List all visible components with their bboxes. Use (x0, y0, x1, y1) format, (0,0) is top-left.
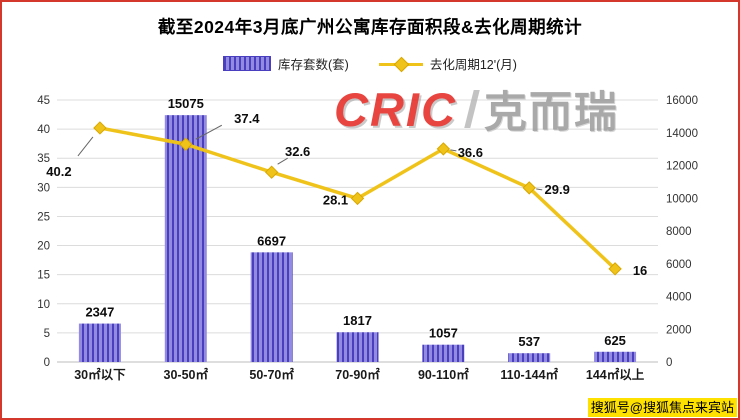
category-label: 90-110㎡ (418, 367, 469, 382)
line-marker (436, 142, 451, 156)
bar-value-label: 537 (518, 334, 540, 349)
right-axis-tick-label: 8000 (666, 226, 692, 238)
right-axis-tick-label: 10000 (666, 193, 698, 205)
category-label: 110-144㎡ (500, 367, 558, 382)
bar-swatch-icon (223, 56, 272, 71)
line-value-label: 37.4 (234, 111, 260, 126)
line-marker (264, 165, 279, 179)
line-value-label: 29.9 (545, 182, 570, 197)
label-leader-line (195, 124, 223, 140)
right-axis-tick-label: 2000 (666, 324, 692, 336)
left-axis-tick-label: 30 (37, 182, 50, 194)
line-marker (522, 181, 536, 195)
sohu-watermark: 搜狐号@搜狐焦点来宾站 (587, 398, 737, 417)
right-axis-tick-label: 6000 (666, 259, 692, 271)
bar (508, 353, 551, 362)
line-marker (179, 137, 193, 151)
right-axis-tick-label: 0 (666, 357, 672, 369)
label-leader-line (536, 188, 543, 191)
bar-value-label: 15075 (168, 96, 204, 111)
bar (422, 344, 465, 362)
line-value-label: 28.1 (323, 192, 348, 207)
bar (164, 115, 207, 362)
bar-value-label: 625 (604, 333, 626, 348)
bar (594, 351, 637, 362)
right-axis-tick-label: 16000 (666, 95, 698, 107)
label-leader-line (450, 149, 457, 152)
bar (250, 252, 293, 362)
bar-value-label: 6697 (257, 233, 286, 248)
left-axis-tick-label: 0 (44, 357, 50, 369)
right-axis-tick-label: 4000 (666, 292, 692, 304)
category-label: 70-90㎡ (335, 367, 380, 382)
category-label: 30-50㎡ (164, 367, 209, 382)
chart-title: 截至2024年3月底广州公寓库存面积段&去化周期统计 (157, 17, 583, 37)
line-value-label: 16 (633, 263, 647, 278)
bar (78, 323, 121, 362)
left-axis-tick-label: 5 (44, 328, 50, 340)
left-axis-tick-label: 45 (37, 95, 50, 107)
legend-label-bars: 库存套数(套) (278, 58, 349, 72)
category-label: 30㎡以下 (74, 367, 126, 382)
right-axis-tick-label: 14000 (666, 128, 698, 140)
bar-value-label: 1817 (343, 313, 372, 328)
label-leader-line (77, 136, 94, 157)
right-axis-tick-label: 12000 (666, 161, 698, 173)
bar-value-label: 1057 (429, 326, 458, 341)
bar (336, 332, 379, 362)
left-axis-tick-label: 35 (37, 153, 50, 165)
line-marker (608, 262, 622, 276)
left-axis-tick-label: 40 (37, 124, 50, 136)
category-label: 144㎡以上 (586, 367, 645, 382)
category-label: 50-70㎡ (249, 367, 294, 382)
diamond-marker-icon (393, 56, 410, 72)
chart-legend: 库存套数(套) 去化周期12'(月) (2, 54, 738, 73)
left-axis-tick-label: 20 (37, 241, 50, 253)
bar-value-label: 2347 (85, 305, 114, 320)
line-value-label: 40.2 (46, 164, 71, 179)
legend-item-cycle-line: 去化周期12'(月) (378, 54, 517, 73)
line-swatch-icon (378, 56, 423, 72)
line-value-label: 32.6 (285, 144, 310, 159)
line-value-label: 36.6 (458, 145, 483, 160)
left-axis-tick-label: 25 (37, 211, 50, 223)
legend-item-inventory-bars: 库存套数(套) (223, 54, 349, 73)
left-axis-tick-label: 10 (37, 299, 50, 311)
legend-label-line: 去化周期12'(月) (429, 58, 517, 72)
line-marker (350, 191, 365, 206)
left-axis-tick-label: 15 (37, 270, 50, 282)
line-marker (93, 121, 107, 135)
label-leader-line (277, 157, 288, 165)
